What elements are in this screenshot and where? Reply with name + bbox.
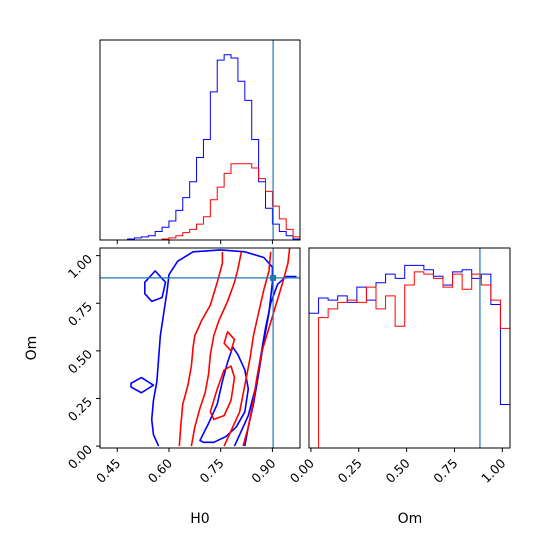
x-tick-label-om-3: 0.75	[430, 456, 460, 486]
contour-blue-4	[199, 346, 250, 444]
panel-frame-h0-hist	[99, 39, 301, 241]
x-tick-label-h0-2: 0.75	[197, 456, 227, 486]
x-tick-label-om-2: 0.50	[382, 455, 412, 485]
x-axis-label-h0: H0	[190, 511, 209, 527]
y-axis-label-om: Om	[24, 336, 40, 361]
x-tick-label-om-0: 0.00	[287, 455, 317, 485]
panel-h0-om-contour: 0.45 0.60 0.75 0.90 0.00 0.25 0.50 0.75 1.00	[65, 247, 301, 486]
y-tick-label-om-4: 1.00	[65, 251, 95, 281]
y-tick-label-om-2: 0.50	[65, 346, 95, 376]
histogram-blue-h0	[100, 54, 300, 240]
y-tick-label-om-1: 0.25	[65, 394, 95, 424]
x-tick-label-om-1: 0.25	[335, 456, 365, 486]
x-axis-label-om: Om	[398, 511, 423, 527]
contour-red-0	[178, 251, 224, 447]
contour-red-2	[242, 248, 291, 447]
truth-marker	[270, 274, 277, 281]
panel-frame-om-hist	[308, 247, 511, 449]
y-tick-label-om-0: 0.00	[65, 442, 95, 472]
contour-blue-1	[233, 275, 297, 447]
axis-labels: H0 Om Om	[24, 336, 422, 527]
contour-red-5	[223, 331, 236, 352]
panel-om-histogram: 0.00 0.25 0.50 0.75 1.00	[287, 247, 511, 486]
x-tick-label-om-4: 1.00	[478, 455, 508, 485]
contour-blue-2	[144, 270, 167, 303]
contour-red-1	[190, 251, 243, 447]
histogram-red-h0	[100, 163, 300, 240]
x-tick-label-h0-3: 0.90	[248, 455, 278, 485]
contour-red-4	[209, 365, 236, 421]
x-tick-label-h0-0: 0.45	[93, 456, 123, 486]
x-tick-label-h0-1: 0.60	[145, 455, 175, 485]
y-tick-label-om-3: 0.75	[65, 299, 95, 329]
histogram-red-om	[309, 271, 510, 448]
panel-frame-contour	[99, 247, 301, 449]
contour-red-3	[223, 251, 272, 447]
panel-h0-histogram	[99, 39, 301, 244]
contour-blue-3	[130, 376, 155, 394]
